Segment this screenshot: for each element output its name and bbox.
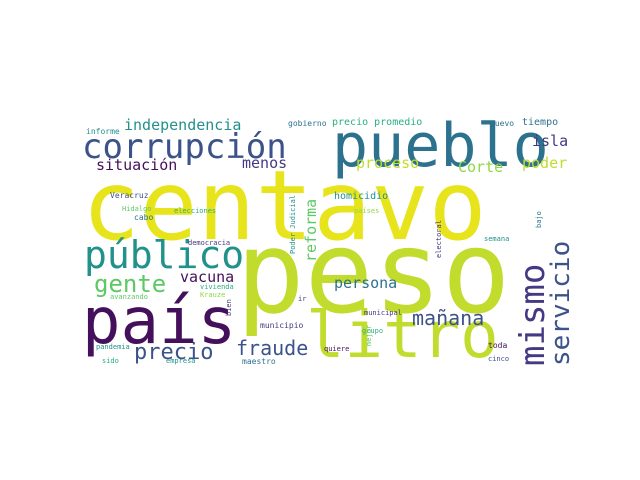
word-persona: persona bbox=[334, 274, 398, 292]
word-manana: mañana bbox=[412, 306, 485, 330]
word-fraude: fraude bbox=[236, 336, 309, 360]
word-bajo: bajo bbox=[535, 211, 543, 228]
word-publico: público bbox=[84, 233, 245, 277]
word-veracruz: Veracruz bbox=[110, 191, 149, 200]
word-municipal: municipal bbox=[364, 309, 402, 317]
word-vivienda: vivienda bbox=[200, 283, 234, 291]
word-litro: litro bbox=[306, 299, 499, 373]
word-mejor: mejor bbox=[365, 324, 373, 346]
word-mismo: mismo bbox=[513, 263, 553, 366]
word-corrupcion: corrupción bbox=[82, 127, 287, 167]
word-centavo: centavo bbox=[82, 150, 487, 262]
word-precio: precio bbox=[134, 340, 214, 365]
word-cabo: cabo bbox=[134, 213, 154, 222]
word-menos: menos bbox=[242, 154, 288, 172]
word-maestro: maestro bbox=[242, 357, 276, 366]
word-nuevo: nuevo bbox=[490, 119, 515, 128]
word-reforma: reforma bbox=[302, 198, 320, 262]
word-empresa: empresa bbox=[166, 357, 196, 365]
word-paises: países bbox=[354, 207, 380, 215]
word-corte: Corte bbox=[458, 158, 504, 176]
word-semana: semana bbox=[484, 235, 510, 243]
word-informe: informe bbox=[86, 127, 120, 136]
word-elecciones: elecciones bbox=[174, 207, 217, 215]
word-gente: gente bbox=[94, 270, 167, 298]
word-homicidio: homicidio bbox=[334, 191, 389, 202]
word-pandemia: pandemia bbox=[96, 343, 130, 351]
word-situacion: situación bbox=[96, 156, 178, 174]
word-democracia: democracia bbox=[188, 239, 231, 247]
word-vacuna: vacuna bbox=[180, 268, 235, 286]
word-cloud: centavo peso país litro pueblo corrupció… bbox=[80, 111, 576, 373]
word-isla: isla bbox=[532, 132, 569, 150]
word-peso: peso bbox=[236, 206, 511, 339]
word-proceso: proceso bbox=[356, 154, 420, 172]
word-tiempo: tiempo bbox=[522, 117, 559, 128]
word-avanzando: avanzando bbox=[110, 293, 148, 301]
word-poder: poder bbox=[522, 154, 568, 172]
word-grupo: grupo bbox=[362, 327, 384, 335]
word-bien: bien bbox=[225, 299, 233, 316]
word-gobierno: gobierno bbox=[288, 119, 327, 128]
word-pais: país bbox=[82, 285, 237, 359]
word-pueblo: pueblo bbox=[332, 111, 549, 181]
word-poder-judicial: Poder Judicial bbox=[289, 194, 297, 254]
word-krauze: Krauze bbox=[200, 291, 226, 299]
word-electoral: electoral bbox=[435, 220, 443, 258]
word-hidalgo: Hidalgo bbox=[122, 205, 152, 213]
word-independencia: independencia bbox=[124, 116, 242, 134]
word-toda: toda bbox=[488, 341, 508, 350]
word-ir: ir bbox=[298, 295, 307, 303]
word-sido: sido bbox=[102, 357, 119, 365]
word-servicio: servicio bbox=[546, 240, 576, 366]
word-municipio: municipio bbox=[260, 321, 304, 330]
word-quiere: quiere bbox=[324, 345, 350, 353]
word-cinco: cinco bbox=[488, 355, 510, 363]
word-precio-promedio: precio promedio bbox=[332, 117, 423, 128]
